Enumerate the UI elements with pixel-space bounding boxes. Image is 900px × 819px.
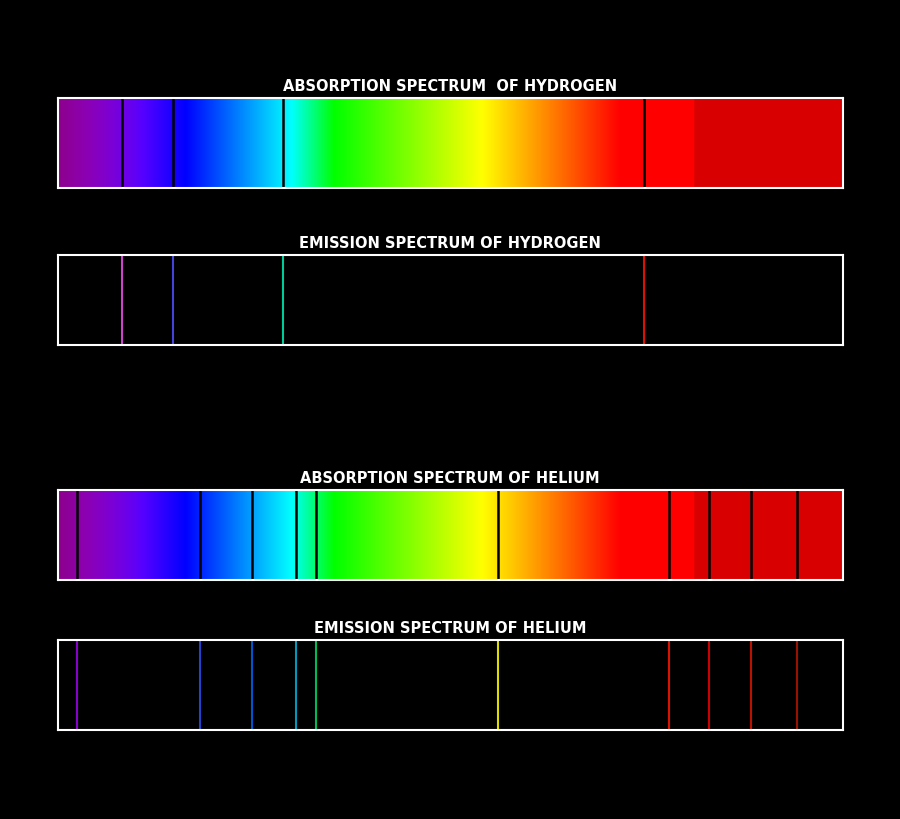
Text: EMISSION SPECTRUM OF HYDROGEN: EMISSION SPECTRUM OF HYDROGEN bbox=[299, 236, 601, 251]
Text: ABSORPTION SPECTRUM OF HELIUM: ABSORPTION SPECTRUM OF HELIUM bbox=[301, 471, 599, 486]
Text: ABSORPTION SPECTRUM  OF HYDROGEN: ABSORPTION SPECTRUM OF HYDROGEN bbox=[283, 79, 617, 94]
Text: EMISSION SPECTRUM OF HELIUM: EMISSION SPECTRUM OF HELIUM bbox=[314, 621, 586, 636]
